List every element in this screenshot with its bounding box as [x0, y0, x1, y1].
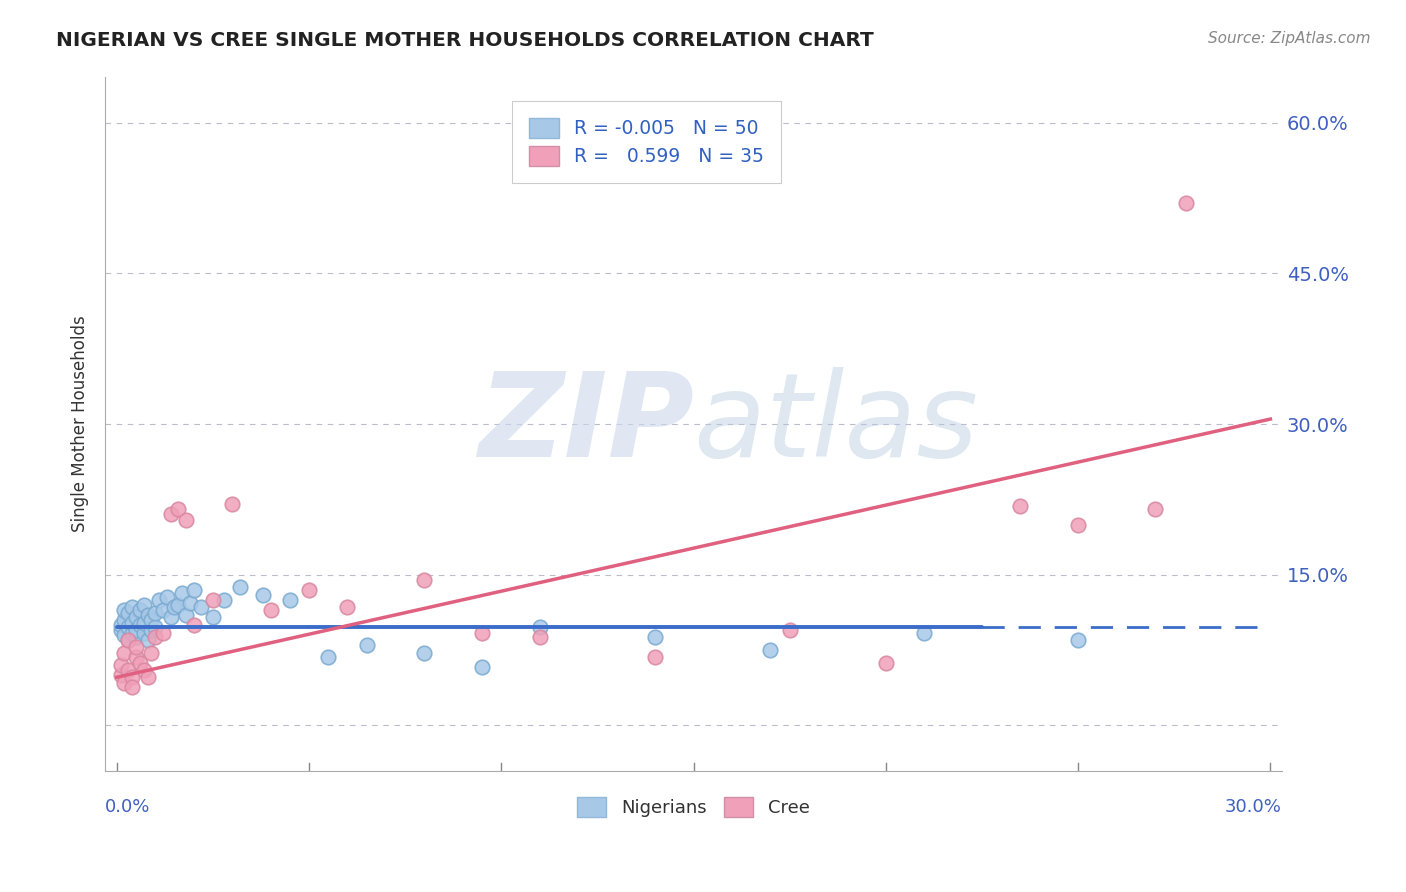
Point — [117, 606, 139, 620]
Point — [163, 599, 186, 614]
Point — [174, 607, 197, 622]
Point — [125, 640, 148, 654]
Point — [117, 633, 139, 648]
Point — [114, 628, 136, 642]
Point — [875, 656, 897, 670]
Point — [471, 660, 494, 674]
Text: 30.0%: 30.0% — [1225, 798, 1282, 816]
Point — [117, 620, 139, 634]
Point — [912, 626, 935, 640]
Point — [136, 633, 159, 648]
Point — [1010, 500, 1032, 514]
Point — [159, 610, 181, 624]
Point — [125, 630, 148, 644]
Point — [128, 656, 150, 670]
Y-axis label: Single Mother Households: Single Mother Households — [72, 316, 89, 533]
Point — [148, 593, 170, 607]
Text: Source: ZipAtlas.com: Source: ZipAtlas.com — [1208, 31, 1371, 46]
Point — [114, 603, 136, 617]
Point — [121, 615, 143, 630]
Point — [159, 508, 181, 522]
Point — [125, 610, 148, 624]
Point — [298, 582, 321, 597]
Point — [128, 618, 150, 632]
Point — [259, 603, 281, 617]
Point — [132, 598, 155, 612]
Point — [141, 613, 163, 627]
Point — [201, 593, 224, 607]
Text: atlas: atlas — [693, 368, 979, 481]
Point — [190, 599, 212, 614]
Text: 0.0%: 0.0% — [105, 798, 150, 816]
Point — [356, 638, 378, 652]
Point — [179, 596, 201, 610]
Point — [644, 650, 666, 665]
Point — [121, 626, 143, 640]
Point — [132, 663, 155, 677]
Text: NIGERIAN VS CREE SINGLE MOTHER HOUSEHOLDS CORRELATION CHART: NIGERIAN VS CREE SINGLE MOTHER HOUSEHOLD… — [56, 31, 875, 50]
Point — [136, 607, 159, 622]
Point — [110, 668, 132, 682]
Point — [114, 676, 136, 690]
Point — [214, 593, 236, 607]
Point — [183, 582, 205, 597]
Point — [779, 623, 801, 637]
Point — [413, 573, 436, 587]
Point — [128, 603, 150, 617]
Point — [167, 502, 190, 516]
Point — [136, 670, 159, 684]
Point — [114, 646, 136, 660]
Point — [1144, 502, 1167, 516]
Point — [201, 610, 224, 624]
Point — [221, 498, 243, 512]
Point — [252, 588, 274, 602]
Point — [152, 603, 174, 617]
Point — [121, 681, 143, 695]
Point — [125, 623, 148, 637]
Point — [110, 618, 132, 632]
Point — [471, 626, 494, 640]
Point — [644, 630, 666, 644]
Point — [278, 593, 301, 607]
Point — [156, 590, 179, 604]
Point — [143, 630, 166, 644]
Point — [143, 620, 166, 634]
Point — [132, 626, 155, 640]
Legend: Nigerians, Cree: Nigerians, Cree — [571, 789, 817, 824]
Point — [183, 618, 205, 632]
Point — [1067, 517, 1090, 532]
Point — [110, 658, 132, 673]
Point — [1174, 196, 1197, 211]
Point — [117, 633, 139, 648]
Point — [132, 615, 155, 630]
Point — [413, 646, 436, 660]
Point — [125, 650, 148, 665]
Point — [1067, 633, 1090, 648]
Point — [529, 620, 551, 634]
Point — [143, 606, 166, 620]
Point — [759, 643, 782, 657]
Point — [141, 646, 163, 660]
Point — [229, 580, 252, 594]
Point — [174, 512, 197, 526]
Point — [336, 599, 359, 614]
Point — [529, 630, 551, 644]
Point — [114, 613, 136, 627]
Point — [110, 623, 132, 637]
Point — [117, 663, 139, 677]
Point — [121, 670, 143, 684]
Point — [152, 626, 174, 640]
Text: ZIP: ZIP — [478, 367, 693, 482]
Point — [141, 623, 163, 637]
Point — [167, 598, 190, 612]
Point — [316, 650, 339, 665]
Point — [172, 586, 194, 600]
Point — [121, 599, 143, 614]
